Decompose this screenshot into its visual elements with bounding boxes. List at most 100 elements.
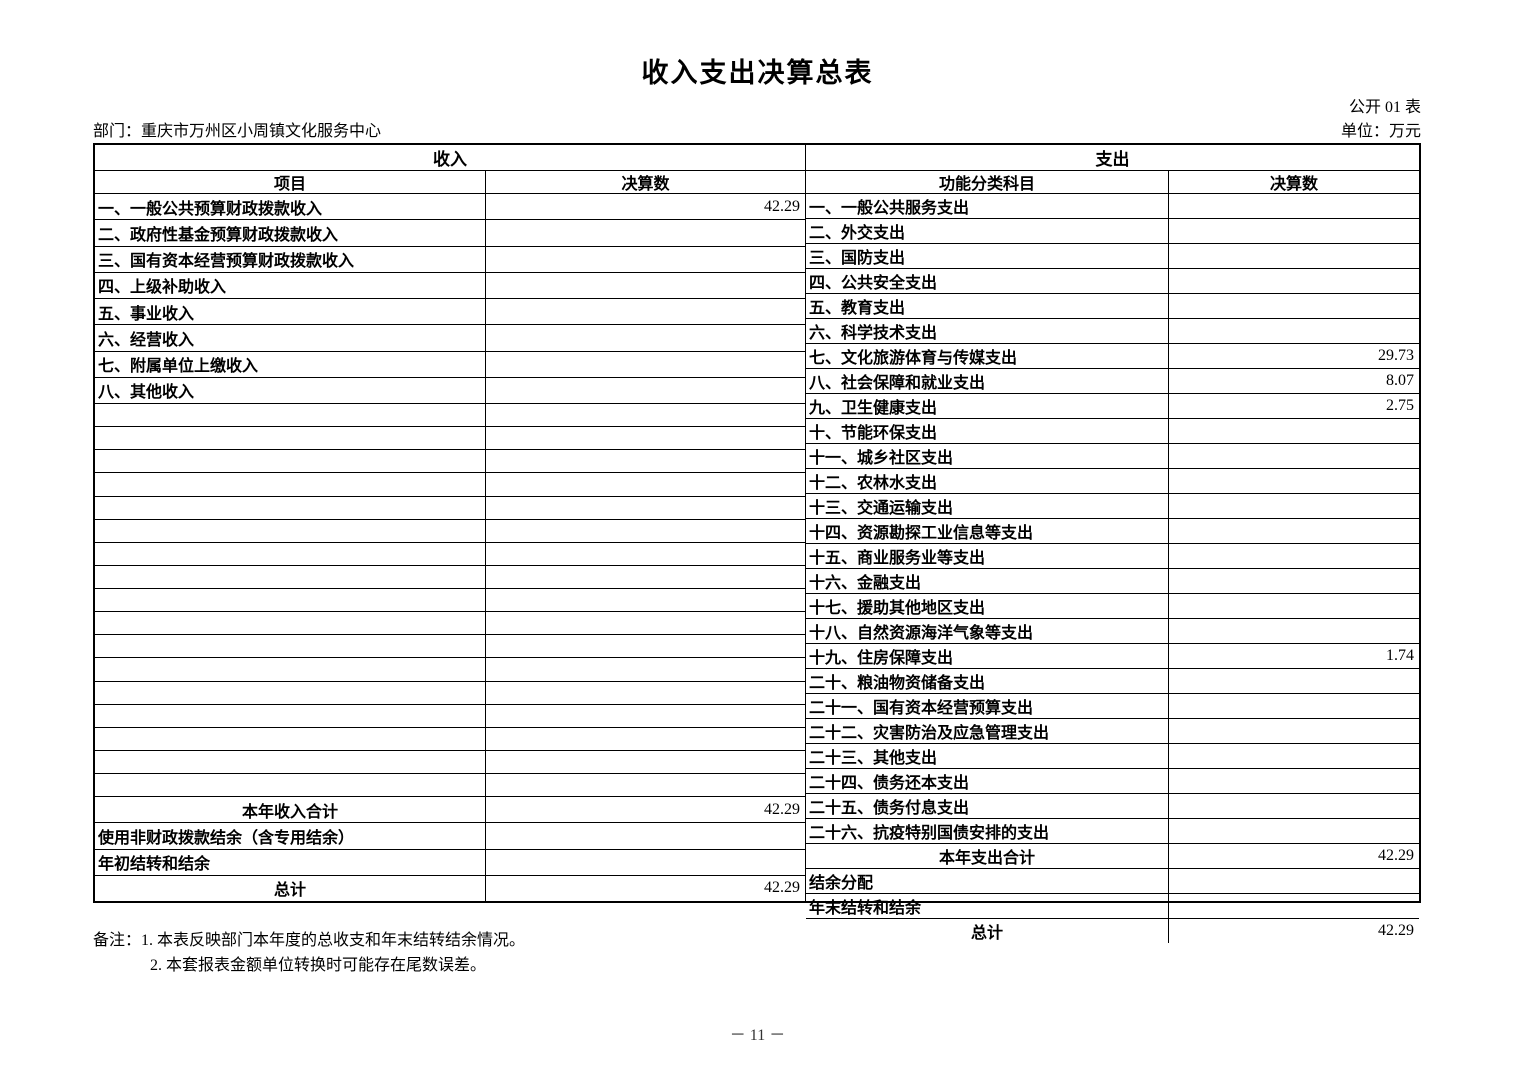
- expense-row-value: [1169, 869, 1419, 893]
- income-row-label: [95, 542, 486, 565]
- income-row-value: [486, 728, 805, 750]
- expense-row-value: [1169, 419, 1419, 443]
- income-row-value: [486, 635, 805, 657]
- income-table-row: 七、附属单位上缴收入: [95, 351, 805, 378]
- income-row-label: 八、其他收入: [95, 377, 486, 403]
- expense-table-row: 五、教育支出: [806, 294, 1419, 319]
- income-row-label: 六、经营收入: [95, 325, 486, 351]
- expense-table-row: 八、社会保障和就业支出 8.07: [806, 369, 1419, 394]
- expense-table-row: 十五、商业服务业等支出: [806, 544, 1419, 569]
- income-row-value: [486, 774, 805, 796]
- income-row-value: [486, 378, 805, 403]
- expense-table-row: 二十六、抗疫特别国债安排的支出: [806, 819, 1419, 844]
- income-table-row: 三、国有资本经营预算财政拨款收入: [95, 246, 805, 273]
- income-row-value: [486, 566, 805, 588]
- expense-row-label: 十七、援助其他地区支出: [806, 594, 1169, 618]
- expense-table-row: 十八、自然资源海洋气象等支出: [806, 619, 1419, 644]
- expense-table-row: 十四、资源勘探工业信息等支出: [806, 519, 1419, 544]
- expense-summary-rows: 本年支出合计 42.29 结余分配 年末结转和结余 总计 42.29: [806, 844, 1419, 943]
- expense-row-label: 二十六、抗疫特别国债安排的支出: [806, 819, 1169, 843]
- expense-row-value: [1169, 444, 1419, 468]
- expense-row-value: 29.73: [1378, 347, 1414, 364]
- income-row-label: [95, 496, 486, 519]
- expense-row-label: 年末结转和结余: [806, 894, 1169, 918]
- expense-table-row: 四、公共安全支出: [806, 269, 1419, 294]
- meta-row: 部门：重庆市万州区小周镇文化服务中心 单位：万元: [93, 117, 1421, 141]
- expense-row-label: 结余分配: [806, 869, 1169, 893]
- expense-row-value: [1169, 244, 1419, 268]
- final-accounts-table: 收入 项目 决算数 一、一般公共预算财政拨款收入 42.29 二、政府性基金预算财政…: [93, 143, 1421, 943]
- income-row-value: [486, 273, 805, 298]
- income-table-row: 年初结转和结余: [95, 849, 805, 876]
- income-row-label: 本年收入合计: [95, 797, 486, 823]
- income-row-value: 42.29: [764, 879, 800, 897]
- income-row-label: 总计: [95, 875, 486, 901]
- income-table-row: 总计 42.29: [95, 875, 805, 901]
- income-row-value: [486, 658, 805, 680]
- expense-row-label: 四、公共安全支出: [806, 269, 1169, 293]
- income-column-headers: 项目 决算数: [95, 171, 805, 194]
- income-row-value: [486, 705, 805, 727]
- income-row-label: [95, 519, 486, 542]
- expense-table-row: 二十二、灾害防治及应急管理支出: [806, 719, 1419, 744]
- expense-row-label: 一、一般公共服务支出: [806, 194, 1169, 218]
- income-row-label: 七、附属单位上缴收入: [95, 351, 486, 377]
- unit-label: 单位：万元: [1340, 123, 1421, 140]
- expense-table-row: 十九、住房保障支出 1.74: [806, 644, 1419, 669]
- expense-row-value: [1169, 819, 1419, 843]
- income-row-label: [95, 612, 486, 635]
- income-row-value: [486, 850, 805, 875]
- expense-row-label: 八、社会保障和就业支出: [806, 369, 1169, 393]
- expense-table-row: 十、节能环保支出: [806, 419, 1419, 444]
- expense-row-label: 七、文化旅游体育与传媒支出: [806, 344, 1169, 368]
- income-table-row: [95, 427, 805, 451]
- income-row-value: [486, 404, 805, 426]
- income-table-row: 五、事业收入: [95, 299, 805, 326]
- expense-row-value: 8.07: [1386, 372, 1414, 389]
- expense-row-label: 二十、粮油物资储备支出: [806, 669, 1169, 693]
- income-row-label: [95, 750, 486, 773]
- expense-row-label: 三、国防支出: [806, 244, 1169, 268]
- expense-table-row: 二十一、国有资本经营预算支出: [806, 694, 1419, 719]
- income-row-label: [95, 774, 486, 797]
- expense-row-label: 二十四、债务还本支出: [806, 769, 1169, 793]
- expense-row-label: 总计: [806, 919, 1169, 943]
- income-row-value: [486, 220, 805, 245]
- expense-row-value: [1169, 544, 1419, 568]
- income-row-label: 一、一般公共预算财政拨款收入: [95, 194, 486, 220]
- expense-table-row: 二十、粮油物资储备支出: [806, 669, 1419, 694]
- expense-row-label: 二十二、灾害防治及应急管理支出: [806, 719, 1169, 743]
- income-row-value: 42.29: [764, 197, 800, 215]
- income-table-row: 使用非财政拨款结余（含专用结余）: [95, 823, 805, 850]
- expense-row-label: 十六、金融支出: [806, 569, 1169, 593]
- income-col-header-item: 项目: [95, 171, 486, 193]
- income-table-row: 本年收入合计 42.29: [95, 797, 805, 824]
- income-table-row: [95, 681, 805, 705]
- expense-row-label: 十九、住房保障支出: [806, 644, 1169, 668]
- expense-table-row: 三、国防支出: [806, 244, 1419, 269]
- income-row-label: [95, 589, 486, 612]
- expense-row-value: [1169, 269, 1419, 293]
- income-table-row: [95, 589, 805, 613]
- income-table-row: [95, 612, 805, 636]
- expense-table-row: 七、文化旅游体育与传媒支出 29.73: [806, 344, 1419, 369]
- income-row-value: [486, 299, 805, 324]
- expense-row-value: [1169, 694, 1419, 718]
- expense-row-value: [1169, 794, 1419, 818]
- expense-row-value: [1169, 619, 1419, 643]
- income-table-row: 四、上级补助收入: [95, 272, 805, 299]
- expense-row-label: 五、教育支出: [806, 294, 1169, 318]
- expense-row-value: 2.75: [1386, 397, 1414, 414]
- expense-row-label: 九、卫生健康支出: [806, 394, 1169, 418]
- income-row-value: [486, 325, 805, 350]
- income-row-label: [95, 450, 486, 473]
- expense-table-row: 六、科学技术支出: [806, 319, 1419, 344]
- income-table-row: [95, 704, 805, 728]
- expense-table-row: 十二、农林水支出: [806, 469, 1419, 494]
- income-table-row: [95, 519, 805, 543]
- income-row-value: [486, 682, 805, 704]
- income-table-row: [95, 450, 805, 474]
- income-col-header-amount: 决算数: [621, 176, 670, 193]
- table-code: 公开 01 表: [1348, 99, 1421, 116]
